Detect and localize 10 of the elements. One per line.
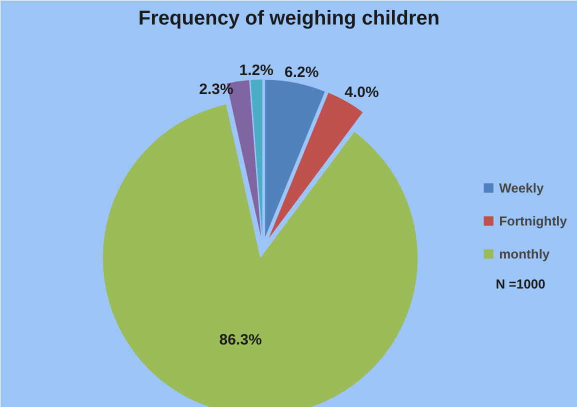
legend-label: Fortnightly [499, 213, 567, 228]
data-label: 1.2% [239, 62, 274, 80]
data-label: 6.2% [284, 64, 319, 82]
chart-title: Frequency of weighing children [138, 8, 440, 30]
legend-label: monthly [499, 246, 550, 261]
text: N =1000 [496, 276, 546, 292]
legend-label: Weekly [499, 180, 544, 195]
data-label: 2.3% [199, 80, 234, 98]
data-label: 86.3% [219, 332, 262, 349]
data-label: 4.0% [344, 84, 379, 101]
